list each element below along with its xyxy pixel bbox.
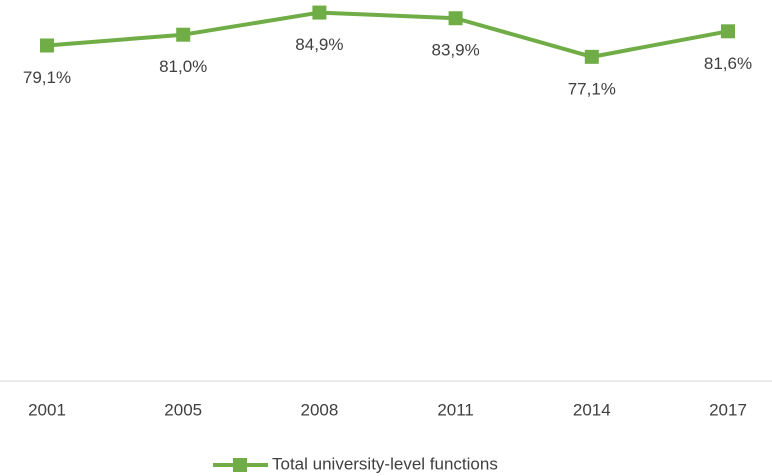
marker	[176, 27, 191, 42]
marker	[448, 11, 463, 26]
x-tick-label: 2014	[573, 400, 611, 419]
marker	[40, 38, 54, 53]
data-label: 77,1%	[568, 79, 616, 98]
data-label: 81,6%	[704, 54, 752, 73]
marker	[312, 5, 327, 20]
x-tick-label: 2011	[437, 400, 474, 419]
data-label: 81,0%	[159, 57, 207, 76]
marker	[584, 49, 599, 64]
data-label: 83,9%	[431, 41, 479, 60]
legend-label: Total university-level functions	[272, 454, 498, 473]
x-tick-label: 2017	[709, 400, 747, 419]
series-line	[46, 10, 729, 59]
x-tick-label: 2001	[28, 400, 66, 419]
marker	[721, 24, 735, 39]
data-label: 84,9%	[295, 35, 343, 54]
x-tick-label: 2005	[164, 400, 202, 419]
x-tick-label: 2008	[300, 400, 338, 419]
legend-marker	[233, 458, 247, 472]
data-label: 79,1%	[23, 68, 71, 87]
